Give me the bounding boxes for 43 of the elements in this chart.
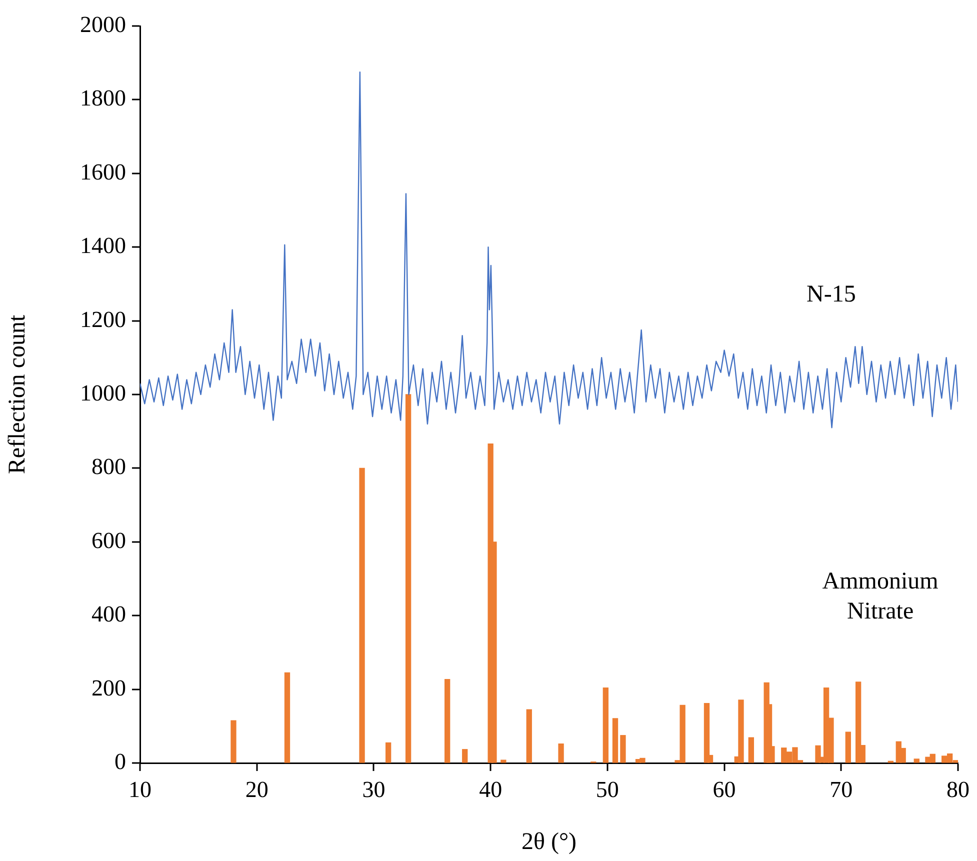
y-tick-label: 2000: [80, 12, 126, 38]
bar: [359, 468, 365, 763]
bar: [558, 744, 564, 763]
series-label: N-15: [806, 281, 856, 308]
y-tick-label: 1600: [80, 159, 126, 184]
y-tick-label: 400: [92, 602, 126, 627]
bar: [462, 749, 468, 763]
y-tick-label: 200: [92, 675, 126, 700]
bar: [526, 709, 532, 763]
bar: [855, 682, 862, 763]
bar: [738, 700, 744, 763]
bar: [704, 702, 710, 763]
text: Ammonium Nitrate: [822, 568, 939, 624]
y-tick-label: 1800: [80, 86, 126, 111]
y-tick-label: 600: [92, 528, 126, 553]
x-tick-label: 20: [245, 776, 268, 802]
bar: [284, 672, 290, 763]
bar: [748, 737, 754, 763]
bar: [405, 394, 412, 763]
bar: [640, 758, 646, 763]
y-tick-label: 1400: [80, 233, 126, 258]
bar: [602, 687, 609, 763]
bar: [914, 758, 920, 763]
y-axis-title: Reflection count: [4, 314, 31, 474]
x-tick-label: 80: [946, 776, 970, 802]
bar: [230, 720, 236, 763]
bar: [500, 760, 506, 763]
bar: [612, 718, 618, 763]
y-tick-label: 1000: [80, 380, 126, 406]
bar: [845, 732, 851, 763]
bar: [620, 735, 626, 763]
bar: [444, 679, 450, 763]
x-tick-label: 60: [712, 776, 736, 802]
x-tick-label: 40: [479, 776, 502, 802]
y-tick-label: 800: [92, 454, 126, 480]
x-tick-label: 50: [596, 776, 619, 802]
x-tick-label: 70: [830, 776, 853, 802]
x-axis-title: 2θ (°): [521, 828, 577, 855]
x-tick-label: 10: [128, 776, 152, 802]
y-tick-label: 0: [114, 749, 126, 774]
x-tick-label: 30: [362, 776, 386, 802]
y-tick-label: 1200: [80, 306, 126, 332]
bar: [385, 742, 392, 763]
